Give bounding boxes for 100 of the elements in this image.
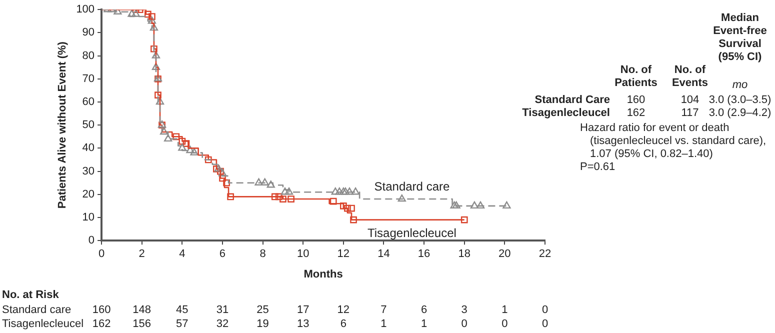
text: 3.0 (3.0–3.5) <box>708 94 772 107</box>
text: No. at Risk <box>2 289 59 302</box>
x-axis-title: Months <box>304 268 343 280</box>
text: Tisagenlecleucel <box>2 318 84 331</box>
point <box>160 127 168 135</box>
x-tick-label: 2 <box>138 248 145 260</box>
point <box>276 193 282 200</box>
point <box>178 144 186 151</box>
point <box>335 187 344 195</box>
point <box>152 51 160 58</box>
annotation: Standard Care <box>534 94 610 107</box>
point <box>502 201 511 209</box>
text: Median Event-free Survival (95% CI) <box>712 12 768 64</box>
text: 0 <box>460 318 468 331</box>
text: 19 <box>256 318 270 331</box>
point <box>351 187 360 195</box>
x-tick-label: 20 <box>498 248 511 260</box>
point <box>470 201 479 209</box>
text: 1 <box>500 304 509 317</box>
point <box>476 201 485 209</box>
point <box>348 204 355 212</box>
point <box>452 201 460 209</box>
text: No. of Events <box>670 64 710 90</box>
point <box>284 187 294 195</box>
text: 45 <box>175 304 190 317</box>
text: 3 <box>460 304 468 317</box>
text: 6 <box>339 318 348 331</box>
text: mo <box>731 79 749 92</box>
point <box>344 204 351 212</box>
y-tick-label: 10 <box>82 212 95 224</box>
y-tick-label: 60 <box>82 96 95 108</box>
point <box>154 92 162 98</box>
point <box>271 193 278 200</box>
text: 32 <box>215 318 230 331</box>
point <box>288 196 294 202</box>
text: Hazard ratio for event or death (tisagenlecleucel vs. standard care), 1.07 (95% CI, 0.82–1.40) <box>580 122 768 161</box>
point <box>152 62 160 70</box>
point <box>217 168 224 175</box>
text: 160 <box>626 94 646 106</box>
text: 1 <box>420 318 428 331</box>
y-tick-label: 100 <box>76 4 95 16</box>
point <box>186 146 194 154</box>
point <box>218 169 227 176</box>
point <box>340 202 347 210</box>
text: 117 <box>681 107 699 119</box>
text: 17 <box>296 304 310 317</box>
y-tick-label: 40 <box>82 142 95 154</box>
point <box>398 194 406 202</box>
y-tick-label: 70 <box>82 72 95 85</box>
text: 6 <box>420 304 428 317</box>
series-label: Standard care <box>374 179 450 194</box>
text: 3.0 (2.9–4.2) <box>708 107 772 120</box>
x-tick-label: 6 <box>219 248 226 260</box>
point <box>148 13 156 20</box>
point <box>341 187 350 195</box>
text: 148 <box>132 304 152 317</box>
y-tick-label: 30 <box>82 165 95 178</box>
x-tick-label: 10 <box>296 248 310 260</box>
point <box>460 216 468 224</box>
text: No. of Patients <box>614 64 658 90</box>
point <box>214 164 223 172</box>
text: 25 <box>256 304 270 317</box>
series-label: Tisagenlecleucel <box>367 226 456 240</box>
text: Standard care <box>2 304 72 317</box>
text: 162 <box>91 318 112 331</box>
point <box>150 23 158 31</box>
text: P=0.61 <box>580 161 616 174</box>
text: 1 <box>380 318 388 331</box>
point <box>190 148 198 156</box>
point <box>204 156 212 164</box>
point <box>254 178 263 186</box>
text: 104 <box>680 94 700 106</box>
point <box>330 198 337 205</box>
point <box>223 179 230 186</box>
x-tick-label: 18 <box>458 248 470 260</box>
annotation: Tisagenlecleucel <box>521 107 610 120</box>
y-tick-label: 0 <box>88 234 95 247</box>
point <box>266 180 275 188</box>
y-tick-label: 90 <box>82 26 95 39</box>
text: 160 <box>91 304 112 317</box>
point <box>144 10 152 18</box>
point <box>227 193 234 200</box>
point <box>148 16 156 24</box>
text: 12 <box>336 304 351 317</box>
x-tick-label: 4 <box>179 248 186 260</box>
point <box>350 216 357 224</box>
y-tick-label: 20 <box>82 188 95 200</box>
point <box>280 187 290 195</box>
point <box>172 133 180 140</box>
point <box>339 187 348 195</box>
point <box>132 10 140 17</box>
x-tick-label: 12 <box>337 248 350 260</box>
point <box>164 134 172 142</box>
point <box>150 45 158 52</box>
point <box>178 138 186 145</box>
text: 0 <box>540 304 550 317</box>
text: 31 <box>215 304 230 317</box>
text: 156 <box>132 318 152 331</box>
y-tick-label: 50 <box>82 119 95 132</box>
x-tick-label: 16 <box>418 248 430 260</box>
